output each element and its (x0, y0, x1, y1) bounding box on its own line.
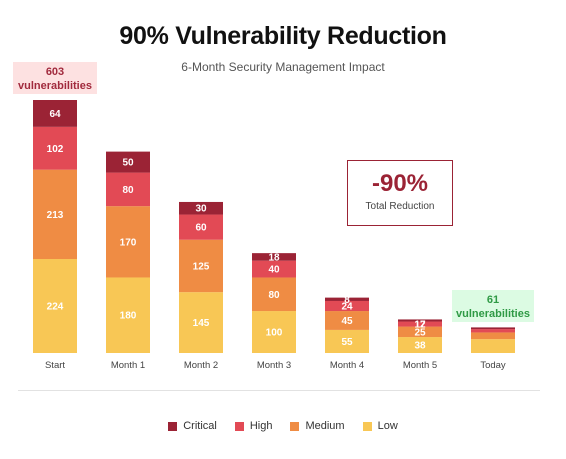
legend-label-critical: Critical (183, 420, 217, 432)
x-tick-label: Today (480, 360, 506, 371)
bar-segment-high-today (471, 329, 515, 333)
bar-value-label: 38 (414, 341, 426, 352)
bar-segment-low-month-5 (398, 337, 442, 353)
bar-segment-high-month-4 (325, 300, 369, 312)
bar-value-label: 213 (47, 210, 64, 221)
bar-value-label: 64 (49, 109, 61, 120)
start-total-unit: vulnerabilities (18, 80, 92, 92)
legend-item-high: High (234, 420, 273, 432)
start-total-callout: 603 vulnerabilities (13, 62, 97, 94)
bar-segment-medium-month-1 (106, 206, 150, 278)
total-reduction-card: -90% Total Reduction (347, 160, 453, 226)
bar-value-label: 8 (344, 295, 350, 306)
x-tick-label: Start (45, 360, 65, 371)
bar-segment-medium-start (33, 169, 77, 260)
bar-segment-high-month-3 (252, 260, 296, 278)
bar-segment-critical-month-5 (398, 319, 442, 322)
bar-segment-medium-month-2 (179, 239, 223, 293)
bar-value-label: 125 (193, 261, 210, 272)
bar-value-label: 12 (414, 320, 426, 331)
legend-item-critical: Critical (168, 420, 217, 432)
bar-value-label: 80 (268, 290, 280, 301)
legend-divider (18, 390, 540, 391)
bar-segment-critical-month-1 (106, 151, 150, 173)
bar-value-label: 30 (195, 204, 207, 215)
bar-segment-low-month-3 (252, 311, 296, 353)
today-total-callout: 61 vulnerabilities (452, 290, 534, 322)
legend-swatch-low (362, 421, 372, 431)
legend-label-medium: Medium (305, 420, 345, 432)
legend-label-low: Low (377, 420, 398, 432)
bar-value-label: 55 (341, 337, 353, 348)
bar-value-label: 80 (122, 185, 134, 196)
legend-label-high: High (249, 420, 273, 432)
bar-segment-critical-month-3 (252, 253, 296, 261)
chart-title: 90% Vulnerability Reduction (119, 22, 447, 50)
bar-segment-high-month-1 (106, 172, 150, 207)
bar-segment-low-today (471, 339, 515, 353)
bar-segment-critical-today (471, 327, 515, 330)
bar-value-label: 145 (193, 318, 210, 329)
today-total-value: 61 (486, 294, 500, 306)
bar-segment-medium-month-3 (252, 277, 296, 312)
bar-value-label: 18 (268, 252, 280, 263)
bar-segment-high-start (33, 126, 77, 170)
bar-value-label: 50 (122, 158, 134, 169)
bar-value-label: 224 (47, 302, 64, 313)
bar-segment-medium-month-5 (398, 326, 442, 338)
legend-swatch-medium (290, 421, 300, 431)
bar-segment-medium-today (471, 332, 515, 340)
bar-value-label: 170 (120, 237, 137, 248)
bar-segment-low-month-4 (325, 329, 369, 353)
bar-segment-high-month-5 (398, 321, 442, 327)
bar-value-label: 24 (341, 302, 353, 313)
bar-segment-medium-month-4 (325, 311, 369, 330)
bar-value-label: 180 (120, 311, 137, 322)
x-tick-label: Month 3 (257, 360, 291, 371)
bar-segment-high-month-2 (179, 214, 223, 240)
bar-value-label: 45 (341, 316, 353, 327)
legend-swatch-critical (168, 421, 178, 431)
bar-value-label: 60 (195, 223, 207, 234)
chart-legend: Critical High Medium Low (0, 420, 566, 432)
x-tick-label: Month 4 (330, 360, 364, 371)
bar-segment-low-start (33, 259, 77, 353)
legend-swatch-high (234, 421, 244, 431)
reduction-label: Total Reduction (365, 201, 435, 212)
bar-segment-low-month-2 (179, 292, 223, 353)
x-tick-label: Month 5 (403, 360, 437, 371)
bar-value-label: 40 (268, 265, 280, 276)
bar-value-label: 102 (47, 144, 64, 155)
bar-segment-critical-month-2 (179, 201, 223, 215)
bar-value-label: 100 (266, 328, 283, 339)
bar-segment-low-month-1 (106, 277, 150, 353)
bar-segment-critical-start (33, 100, 77, 127)
start-total-value: 603 (45, 66, 65, 78)
x-tick-label: Month 2 (184, 360, 218, 371)
bar-value-label: 25 (414, 327, 426, 338)
chart-subtitle: 6-Month Security Management Impact (181, 60, 385, 74)
today-total-unit: vulnerabilities (456, 308, 530, 320)
x-tick-label: Month 1 (111, 360, 145, 371)
reduction-value: -90% (371, 170, 429, 197)
bar-value-label: 17 (414, 319, 426, 330)
stacked-bar-chart: 224 213 102 64 Start 180 170 80 50 Month 1 145 125 6… (33, 100, 515, 371)
legend-item-low: Low (362, 420, 398, 432)
legend-item-medium: Medium (290, 420, 345, 432)
bar-segment-critical-month-4 (325, 297, 369, 301)
